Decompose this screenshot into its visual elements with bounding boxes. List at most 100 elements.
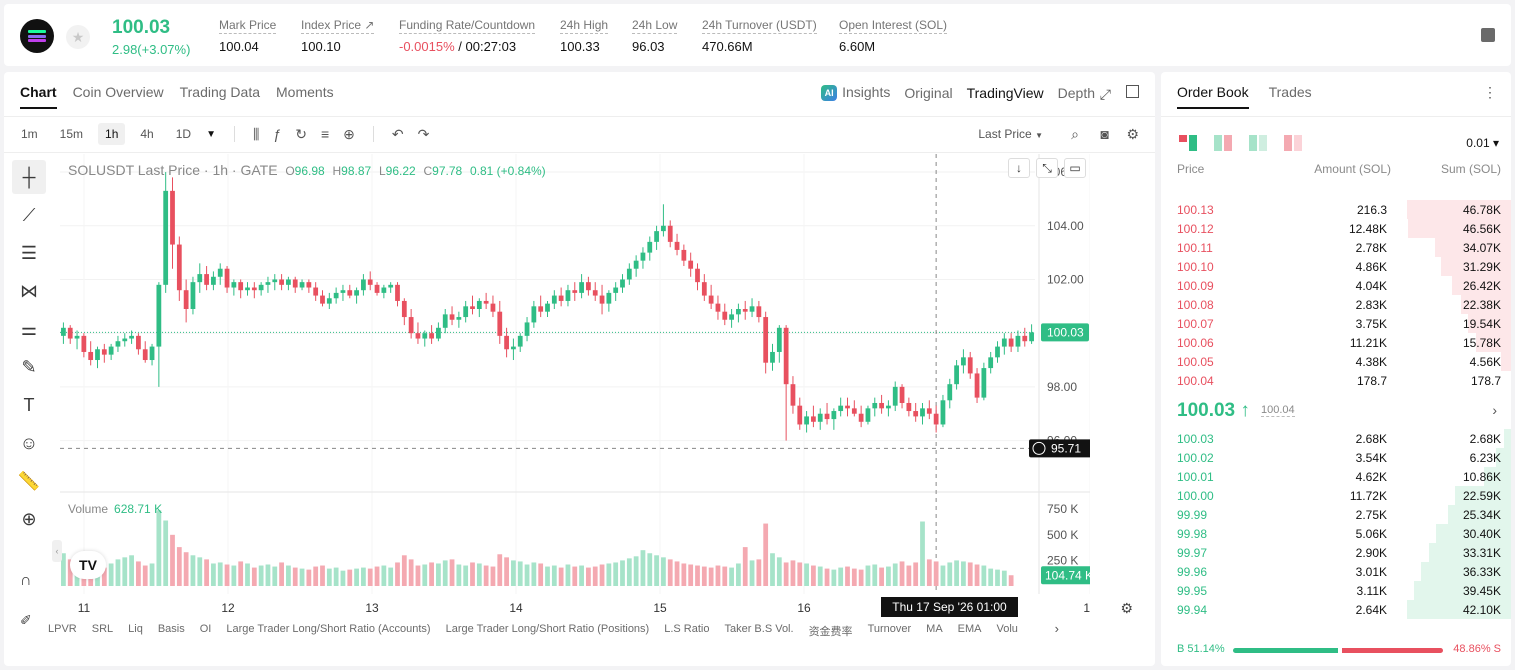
- chevron-right-icon[interactable]: ›: [1492, 402, 1497, 418]
- indicator-item[interactable]: Volu: [996, 623, 1018, 635]
- ask-row[interactable]: 100.06 11.21K 15.78K: [1161, 333, 1511, 352]
- add-alert-icon[interactable]: ⊕: [343, 125, 355, 142]
- magnet-icon[interactable]: ∩: [20, 572, 32, 589]
- ask-row[interactable]: 100.05 4.38K 4.56K: [1161, 352, 1511, 371]
- tab-trades[interactable]: Trades: [1268, 84, 1312, 100]
- compare-icon[interactable]: ↻: [295, 125, 307, 142]
- indicator-item[interactable]: Large Trader Long/Short Ratio (Accounts): [226, 623, 431, 635]
- timeframe-15m[interactable]: 15m: [59, 127, 84, 141]
- timeframe-1m[interactable]: 1m: [21, 127, 38, 141]
- ai-icon: AI: [821, 85, 838, 102]
- crosshair-tool-icon[interactable]: ┼: [12, 160, 46, 194]
- timeframe-1h[interactable]: 1h: [98, 123, 126, 145]
- favorite-star-icon[interactable]: ★: [66, 25, 90, 49]
- bid-row[interactable]: 99.97 2.90K 33.31K: [1161, 543, 1511, 562]
- candle-body: [1029, 332, 1034, 342]
- tab-order-book[interactable]: Order Book: [1177, 84, 1249, 109]
- brush-tool-icon[interactable]: ✎: [21, 356, 37, 377]
- axis-settings-icon[interactable]: ⚙: [1120, 600, 1133, 616]
- indicator-item[interactable]: Taker B.S Vol.: [724, 623, 794, 635]
- indicator-item[interactable]: Liq: [128, 623, 143, 635]
- zoom-in-tool-icon[interactable]: ⊕: [21, 508, 37, 529]
- pencil-icon[interactable]: ✐: [20, 612, 32, 628]
- tab-coin-overview[interactable]: Coin Overview: [72, 84, 164, 100]
- bid-row[interactable]: 100.02 3.54K 6.23K: [1161, 448, 1511, 467]
- view-both-icon[interactable]: [1179, 135, 1197, 151]
- fib-tool-icon[interactable]: ⚌: [20, 318, 38, 339]
- chevron-right-icon[interactable]: ›: [1054, 621, 1059, 636]
- indicators-icon[interactable]: ƒ: [273, 126, 282, 142]
- candle-style-icon[interactable]: ⫼: [252, 125, 260, 142]
- ask-row[interactable]: 100.09 4.04K 26.42K: [1161, 276, 1511, 295]
- ask-row[interactable]: 100.12 12.48K 46.56K: [1161, 219, 1511, 238]
- tab-insights[interactable]: AI Insights: [821, 84, 890, 102]
- ask-row[interactable]: 100.13 216.3 46.78K: [1161, 200, 1511, 219]
- bid-price: 99.96: [1177, 565, 1208, 579]
- timeframe-1d[interactable]: 1D: [175, 127, 192, 141]
- trend-line-tool-icon[interactable]: ⟋: [22, 204, 36, 225]
- bid-row[interactable]: 99.94 2.64K 42.10K: [1161, 600, 1511, 619]
- candle-body: [947, 384, 953, 401]
- timeframe-4h[interactable]: 4h: [140, 127, 154, 141]
- tab-chart[interactable]: Chart: [20, 84, 57, 109]
- gear-icon[interactable]: ⚙: [1126, 126, 1139, 142]
- tab-original[interactable]: Original: [904, 84, 953, 101]
- ask-row[interactable]: 100.04 178.7 178.7: [1161, 371, 1511, 390]
- camera-icon[interactable]: ◙: [1100, 126, 1109, 142]
- redo-icon[interactable]: ↷: [417, 125, 430, 142]
- tick-size-select[interactable]: 0.01 ▾: [1466, 136, 1499, 150]
- emoji-tool-icon[interactable]: ☺: [19, 432, 39, 453]
- chevron-left-icon[interactable]: ‹: [52, 540, 62, 562]
- more-menu-icon[interactable]: ⋮: [1483, 84, 1497, 100]
- view-both-light-icon[interactable]: [1214, 135, 1232, 151]
- horizontal-lines-tool-icon[interactable]: ☰: [20, 242, 38, 263]
- candlestick-chart[interactable]: 106.00104.00102.0098.0096.00100.0395.717…: [60, 154, 1090, 624]
- indicator-item[interactable]: Turnover: [867, 623, 912, 635]
- window-icon[interactable]: [1126, 85, 1139, 98]
- view-asks-icon[interactable]: [1284, 135, 1302, 151]
- undo-icon[interactable]: ↶: [391, 125, 404, 142]
- indicator-item[interactable]: LPVR: [48, 623, 77, 635]
- tab-depth[interactable]: Depth: [1057, 84, 1095, 101]
- bid-row[interactable]: 100.01 4.62K 10.86K: [1161, 467, 1511, 486]
- bid-row[interactable]: 99.99 2.75K 25.34K: [1161, 505, 1511, 524]
- text-tool-icon[interactable]: T: [23, 394, 35, 415]
- tab-trading-data[interactable]: Trading Data: [179, 84, 261, 100]
- ask-row[interactable]: 100.07 3.75K 19.54K: [1161, 314, 1511, 333]
- bid-row[interactable]: 99.98 5.06K 30.40K: [1161, 524, 1511, 543]
- indicator-item[interactable]: L.S Ratio: [664, 623, 710, 635]
- timeframe-dropdown-icon[interactable]: ▼: [206, 128, 216, 140]
- candle-body: [517, 335, 523, 347]
- ask-row[interactable]: 100.10 4.86K 31.29K: [1161, 257, 1511, 276]
- stat-index-price[interactable]: Index Price ↗ 100.10: [301, 18, 375, 54]
- indicator-item[interactable]: OI: [199, 623, 212, 635]
- collapse-icon[interactable]: ⤡: [1036, 158, 1058, 178]
- bid-row[interactable]: 100.00 11.72K 22.59K: [1161, 486, 1511, 505]
- view-bids-icon[interactable]: [1249, 135, 1267, 151]
- indicator-item[interactable]: MA: [926, 623, 943, 635]
- ruler-tool-icon[interactable]: 📏: [17, 470, 41, 491]
- ask-row[interactable]: 100.08 2.83K 22.38K: [1161, 295, 1511, 314]
- tab-moments[interactable]: Moments: [276, 84, 334, 100]
- maximize-icon[interactable]: ▭: [1064, 158, 1086, 178]
- ask-row[interactable]: 100.11 2.78K 34.07K: [1161, 238, 1511, 257]
- indicator-item[interactable]: Large Trader Long/Short Ratio (Positions…: [445, 623, 650, 635]
- stat-funding-rate[interactable]: Funding Rate/Countdown -0.0015% / 00:27:…: [399, 18, 536, 54]
- bid-row[interactable]: 100.03 2.68K 2.68K: [1161, 429, 1511, 448]
- bid-row[interactable]: 99.95 3.11K 39.45K: [1161, 581, 1511, 600]
- pattern-tool-icon[interactable]: ⋈: [20, 280, 38, 301]
- indicator-item[interactable]: EMA: [957, 623, 982, 635]
- arrow-down-icon[interactable]: ↓: [1008, 158, 1030, 178]
- templates-icon[interactable]: ≡: [320, 126, 330, 142]
- plus-circle-icon[interactable]: [1032, 441, 1046, 455]
- indicator-item[interactable]: Basis: [157, 623, 185, 635]
- indicator-item[interactable]: SRL: [91, 623, 114, 635]
- book-icon[interactable]: [1481, 28, 1495, 42]
- expand-icon[interactable]: ⤢: [1099, 86, 1111, 102]
- ticker-bar: ★ 100.03 2.98(+3.07%) Mark Price 100.04 …: [4, 4, 1511, 66]
- bid-row[interactable]: 99.96 3.01K 36.33K: [1161, 562, 1511, 581]
- tab-tradingview[interactable]: TradingView: [966, 84, 1044, 101]
- indicator-item[interactable]: 资金费率: [808, 626, 853, 638]
- search-icon[interactable]: ⌕: [1071, 126, 1079, 142]
- price-source-select[interactable]: Last Price ▼: [978, 127, 1043, 141]
